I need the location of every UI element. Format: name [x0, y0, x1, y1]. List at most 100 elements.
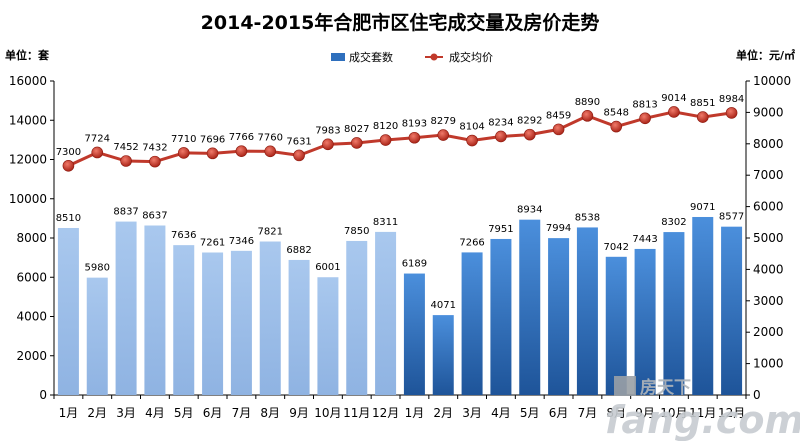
bar-value-label: 7636: [171, 230, 196, 241]
left-tick-label: 16000: [9, 74, 47, 88]
price-point: [120, 155, 132, 167]
price-value-label: 8292: [517, 116, 542, 127]
price-value-label: 7710: [171, 134, 196, 145]
left-tick-label: 10000: [9, 192, 47, 206]
left-tick-label: 12000: [9, 153, 47, 167]
x-tick-label: 1月: [405, 406, 425, 420]
bar: [317, 277, 339, 395]
bar-value-label: 8577: [719, 212, 744, 223]
bar-value-label: 4071: [431, 300, 456, 311]
bar-value-label: 9071: [690, 202, 715, 213]
x-tick-label: 10月: [660, 406, 687, 420]
price-value-label: 8120: [373, 121, 398, 132]
price-value-label: 7432: [142, 143, 167, 154]
price-value-label: 7724: [85, 133, 110, 144]
price-value-label: 8851: [690, 98, 715, 109]
bar: [634, 248, 656, 395]
bar: [375, 231, 397, 395]
bar: [548, 238, 570, 395]
price-value-label: 8027: [344, 124, 369, 135]
x-tick-label: 6月: [549, 406, 569, 420]
price-point: [264, 145, 277, 158]
bar-value-label: 7266: [459, 237, 484, 248]
legend-bar-swatch: [331, 53, 345, 61]
price-point: [523, 128, 536, 141]
right-tick-label: 10000: [753, 74, 791, 88]
right-tick-label: 4000: [753, 262, 784, 276]
legend-bar-label: 成交套数: [349, 50, 393, 64]
watermark-domain: fang.com: [605, 398, 800, 441]
bar-value-label: 8510: [56, 213, 81, 224]
legend: 成交套数 成交均价: [331, 50, 493, 64]
price-point: [668, 106, 680, 118]
price-value-label: 7300: [56, 147, 81, 158]
bar-value-label: 7261: [200, 238, 225, 249]
x-tick-label: 11月: [689, 406, 716, 420]
bar: [288, 259, 310, 395]
price-point: [466, 134, 478, 147]
bar: [692, 216, 714, 395]
bar: [57, 227, 79, 395]
price-point: [350, 137, 363, 149]
price-value-label: 7452: [113, 142, 138, 153]
bar: [605, 256, 627, 395]
left-tick-label: 6000: [16, 270, 47, 284]
x-tick-label: 6月: [203, 406, 223, 420]
price-value-label: 8984: [719, 94, 744, 105]
x-tick-label: 2月: [87, 406, 107, 420]
price-value-label: 8459: [546, 110, 571, 121]
price-point: [639, 112, 651, 125]
x-tick-label: 7月: [232, 406, 252, 420]
bar-value-label: 6189: [402, 259, 427, 270]
right-tick-label: 1000: [753, 357, 784, 371]
x-tick-label: 8月: [606, 406, 626, 420]
price-line-path: [67, 110, 732, 168]
x-tick-label: 12月: [718, 406, 745, 420]
bar-value-label: 8302: [661, 217, 686, 228]
legend-line-label: 成交均价: [449, 50, 493, 64]
left-tick-label: 4000: [16, 310, 47, 324]
bar: [346, 240, 368, 395]
price-point: [91, 146, 104, 159]
right-tick-label: 7000: [753, 168, 784, 182]
x-tick-label: 12月: [372, 406, 399, 420]
bar: [230, 250, 252, 395]
left-tick-label: 14000: [9, 113, 47, 127]
bar: [519, 219, 541, 395]
x-tick-label: 9月: [289, 406, 309, 420]
price-point: [149, 155, 161, 168]
bar: [576, 227, 598, 395]
x-tick-label: 3月: [116, 406, 136, 420]
price-value-label: 7760: [258, 132, 283, 143]
bar-value-label: 7821: [258, 227, 283, 238]
x-tick-label: 5月: [520, 406, 540, 420]
bar: [144, 225, 166, 395]
bar: [461, 252, 483, 395]
bar: [202, 252, 224, 395]
price-point: [495, 130, 507, 143]
price-point: [235, 145, 248, 157]
watermark: 房天下 fang.com: [605, 376, 800, 441]
price-value-label: 9014: [661, 93, 686, 104]
price-point: [62, 159, 75, 172]
bar-value-label: 6882: [286, 245, 311, 256]
x-tick-label: 10月: [314, 406, 341, 420]
x-tick-label: 7月: [578, 406, 598, 420]
bar: [259, 241, 281, 395]
right-tick-label: 5000: [753, 231, 784, 245]
price-value-label: 7696: [200, 134, 225, 145]
bar: [86, 277, 108, 395]
price-value-label: 7983: [315, 125, 340, 136]
price-point: [437, 129, 450, 141]
bar: [115, 221, 137, 395]
x-tick-label: 5月: [174, 406, 194, 420]
price-point: [610, 120, 623, 133]
x-tick-label: 8月: [260, 406, 280, 420]
price-value-label: 8193: [402, 119, 427, 130]
left-axis-unit-label: 单位：套: [5, 48, 50, 62]
x-tick-label: 4月: [491, 406, 511, 420]
bar: [432, 315, 454, 395]
bar: [721, 226, 743, 395]
bar-value-label: 8637: [142, 210, 167, 221]
